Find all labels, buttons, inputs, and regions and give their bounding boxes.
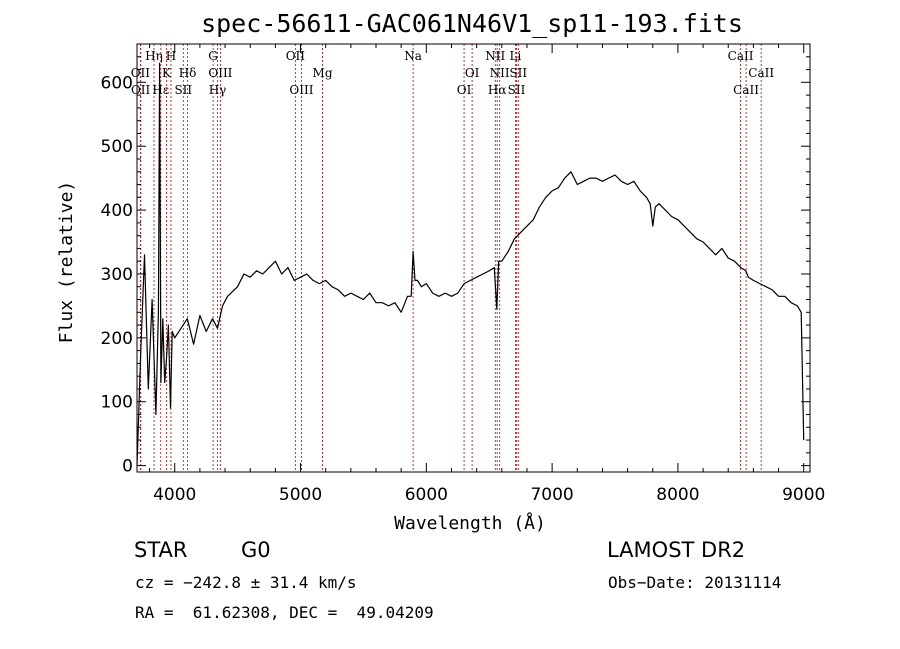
y-tick-label-3: 300 [101, 265, 133, 285]
spectrum-line [136, 62, 805, 466]
y-tick-label-1: 100 [101, 393, 133, 413]
x-tick-label-2: 6000 [405, 485, 448, 505]
redshift-readout: cz = −242.8 ± 31.4 km/s [135, 573, 357, 592]
line-label-4: Na [404, 49, 422, 63]
line-label-20: Hγ [209, 83, 227, 97]
line-label-18: Hε [152, 83, 169, 97]
x-tick-label-4: 8000 [656, 485, 699, 505]
line-label-2: G [208, 49, 218, 63]
line-label-5: NII [485, 49, 505, 63]
line-label-6: Li [509, 49, 521, 63]
y-tick-label-6: 600 [101, 73, 133, 93]
x-tick-label-0: 4000 [153, 485, 196, 505]
survey-name: LAMOST DR2 [607, 538, 746, 562]
line-label-0: Hη [145, 49, 163, 63]
y-tick-label-5: 500 [101, 137, 133, 157]
y-tick-label-2: 200 [101, 329, 133, 349]
line-label-7: CaII [728, 49, 754, 63]
line-label-16: CaII [748, 66, 774, 80]
x-axis-ticks: 4000 5000 6000 7000 8000 9000 [149, 44, 825, 505]
line-label-24: SII [508, 83, 526, 97]
line-label-12: Mg [313, 66, 333, 80]
line-label-23: Hα [488, 83, 507, 97]
y-tick-label-0: 0 [122, 457, 133, 477]
line-label-15: SII [509, 66, 527, 80]
line-label-22: OI [457, 83, 472, 97]
coordinates-readout: RA = 61.62308, DEC = 49.04209 [135, 603, 434, 622]
line-label-25: CaII [733, 83, 759, 97]
y-tick-label-4: 400 [101, 201, 133, 221]
line-label-11: OIII [208, 66, 232, 80]
y-axis-label: Flux (relative) [56, 181, 77, 344]
line-label-19: SII [174, 83, 192, 97]
line-label-3: OII [286, 49, 306, 63]
line-label-9: K [162, 66, 172, 80]
observation-date: Obs−Date: 20131114 [608, 573, 782, 592]
x-tick-label-3: 7000 [530, 485, 573, 505]
y-axis-ticks: 0 100 200 300 400 500 600 [101, 56, 810, 477]
line-label-10: Hδ [179, 66, 197, 80]
line-label-1: H [166, 49, 176, 63]
x-tick-label-5: 9000 [782, 485, 825, 505]
x-axis-label: Wavelength (Å) [394, 512, 546, 534]
object-subclass: G0 [241, 538, 271, 562]
line-label-13: OI [465, 66, 480, 80]
line-label-14: NII [490, 66, 510, 80]
x-tick-label-1: 5000 [279, 485, 322, 505]
object-class: STAR [134, 538, 188, 562]
chart-title: spec-56611-GAC061N46V1_sp11-193.fits [201, 9, 743, 38]
spectral-line-markers [139, 44, 762, 472]
plot-frame [136, 43, 811, 473]
line-label-17: OII [131, 83, 151, 97]
line-label-21: OIII [289, 83, 313, 97]
spectrum-chart: spec-56611-GAC061N46V1_sp11-193.fits Hη H… [56, 9, 825, 534]
line-label-8: OII [131, 66, 151, 80]
